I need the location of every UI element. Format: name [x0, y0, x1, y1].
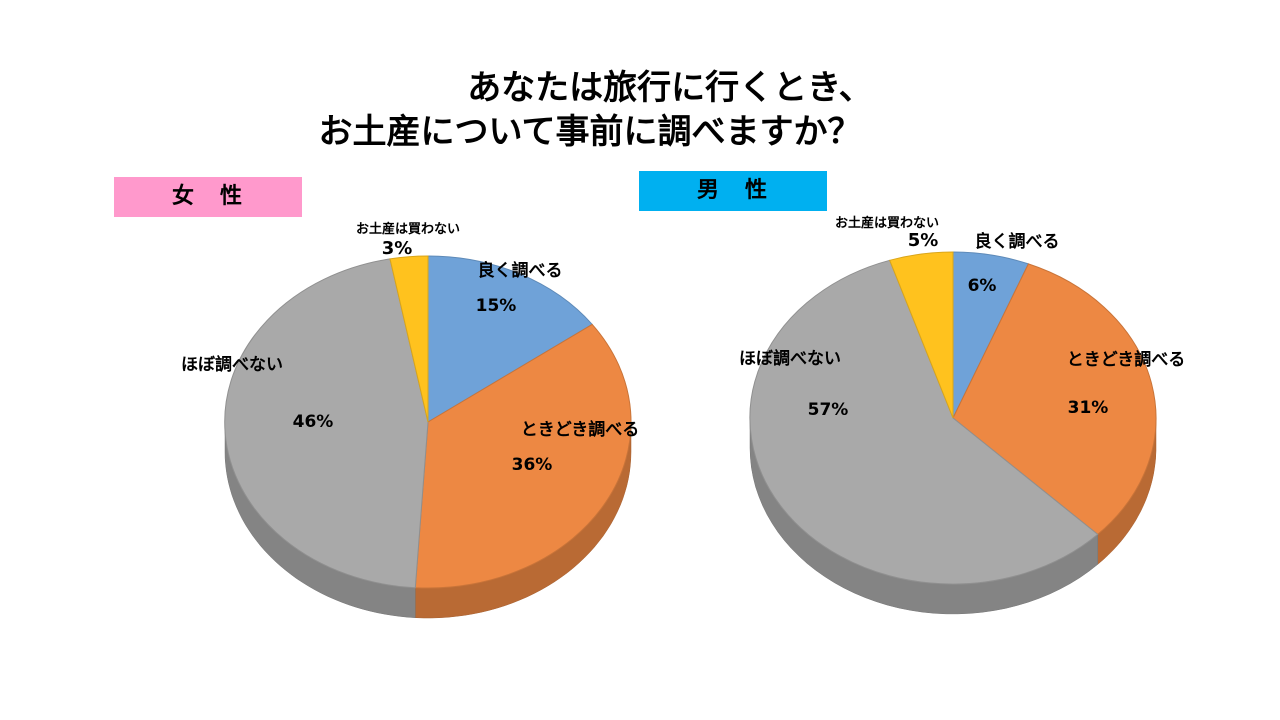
- category-label-kawanai: お土産は買わない: [835, 215, 939, 231]
- pie-slice-yoku: [427, 255, 593, 423]
- value-label-tokidoki: 36%: [512, 455, 553, 475]
- pie-slice-kawanai: [889, 251, 954, 419]
- female-badge: 女 性: [114, 177, 302, 217]
- category-label-hobo: ほぼ調べない: [739, 348, 841, 369]
- category-label-tokidoki: ときどき調べる: [1067, 349, 1186, 370]
- category-label-hobo: ほぼ調べない: [181, 354, 283, 375]
- pie-slice-kawanai: [389, 255, 429, 423]
- title-line-2: お土産について事前に調べますか？: [318, 112, 862, 152]
- category-label-tokidoki: ときどき調べる: [521, 419, 640, 440]
- value-label-hobo: 46%: [293, 412, 334, 432]
- male-badge: 男 性: [639, 171, 827, 211]
- value-label-yoku: 6%: [968, 276, 997, 296]
- category-label-yoku: 良く調べる: [975, 231, 1060, 252]
- pie-slice-tokidoki: [952, 263, 1157, 536]
- value-label-tokidoki: 31%: [1068, 398, 1109, 418]
- category-label-yoku: 良く調べる: [478, 260, 563, 281]
- chart-title: あなたは旅行に行くとき、 お土産について事前に調べますか？: [0, 66, 1180, 154]
- pie-slice-hobo: [749, 259, 1099, 585]
- value-label-kawanai: 5%: [908, 230, 939, 251]
- category-label-kawanai: お土産は買わない: [356, 221, 460, 237]
- pie-slice-tokidoki: [414, 323, 632, 589]
- value-label-yoku: 15%: [476, 296, 517, 316]
- value-label-hobo: 57%: [808, 400, 849, 420]
- value-label-kawanai: 3%: [382, 238, 413, 259]
- pie-slice-hobo: [224, 258, 429, 589]
- title-line-1: あなたは旅行に行くとき、: [467, 68, 873, 108]
